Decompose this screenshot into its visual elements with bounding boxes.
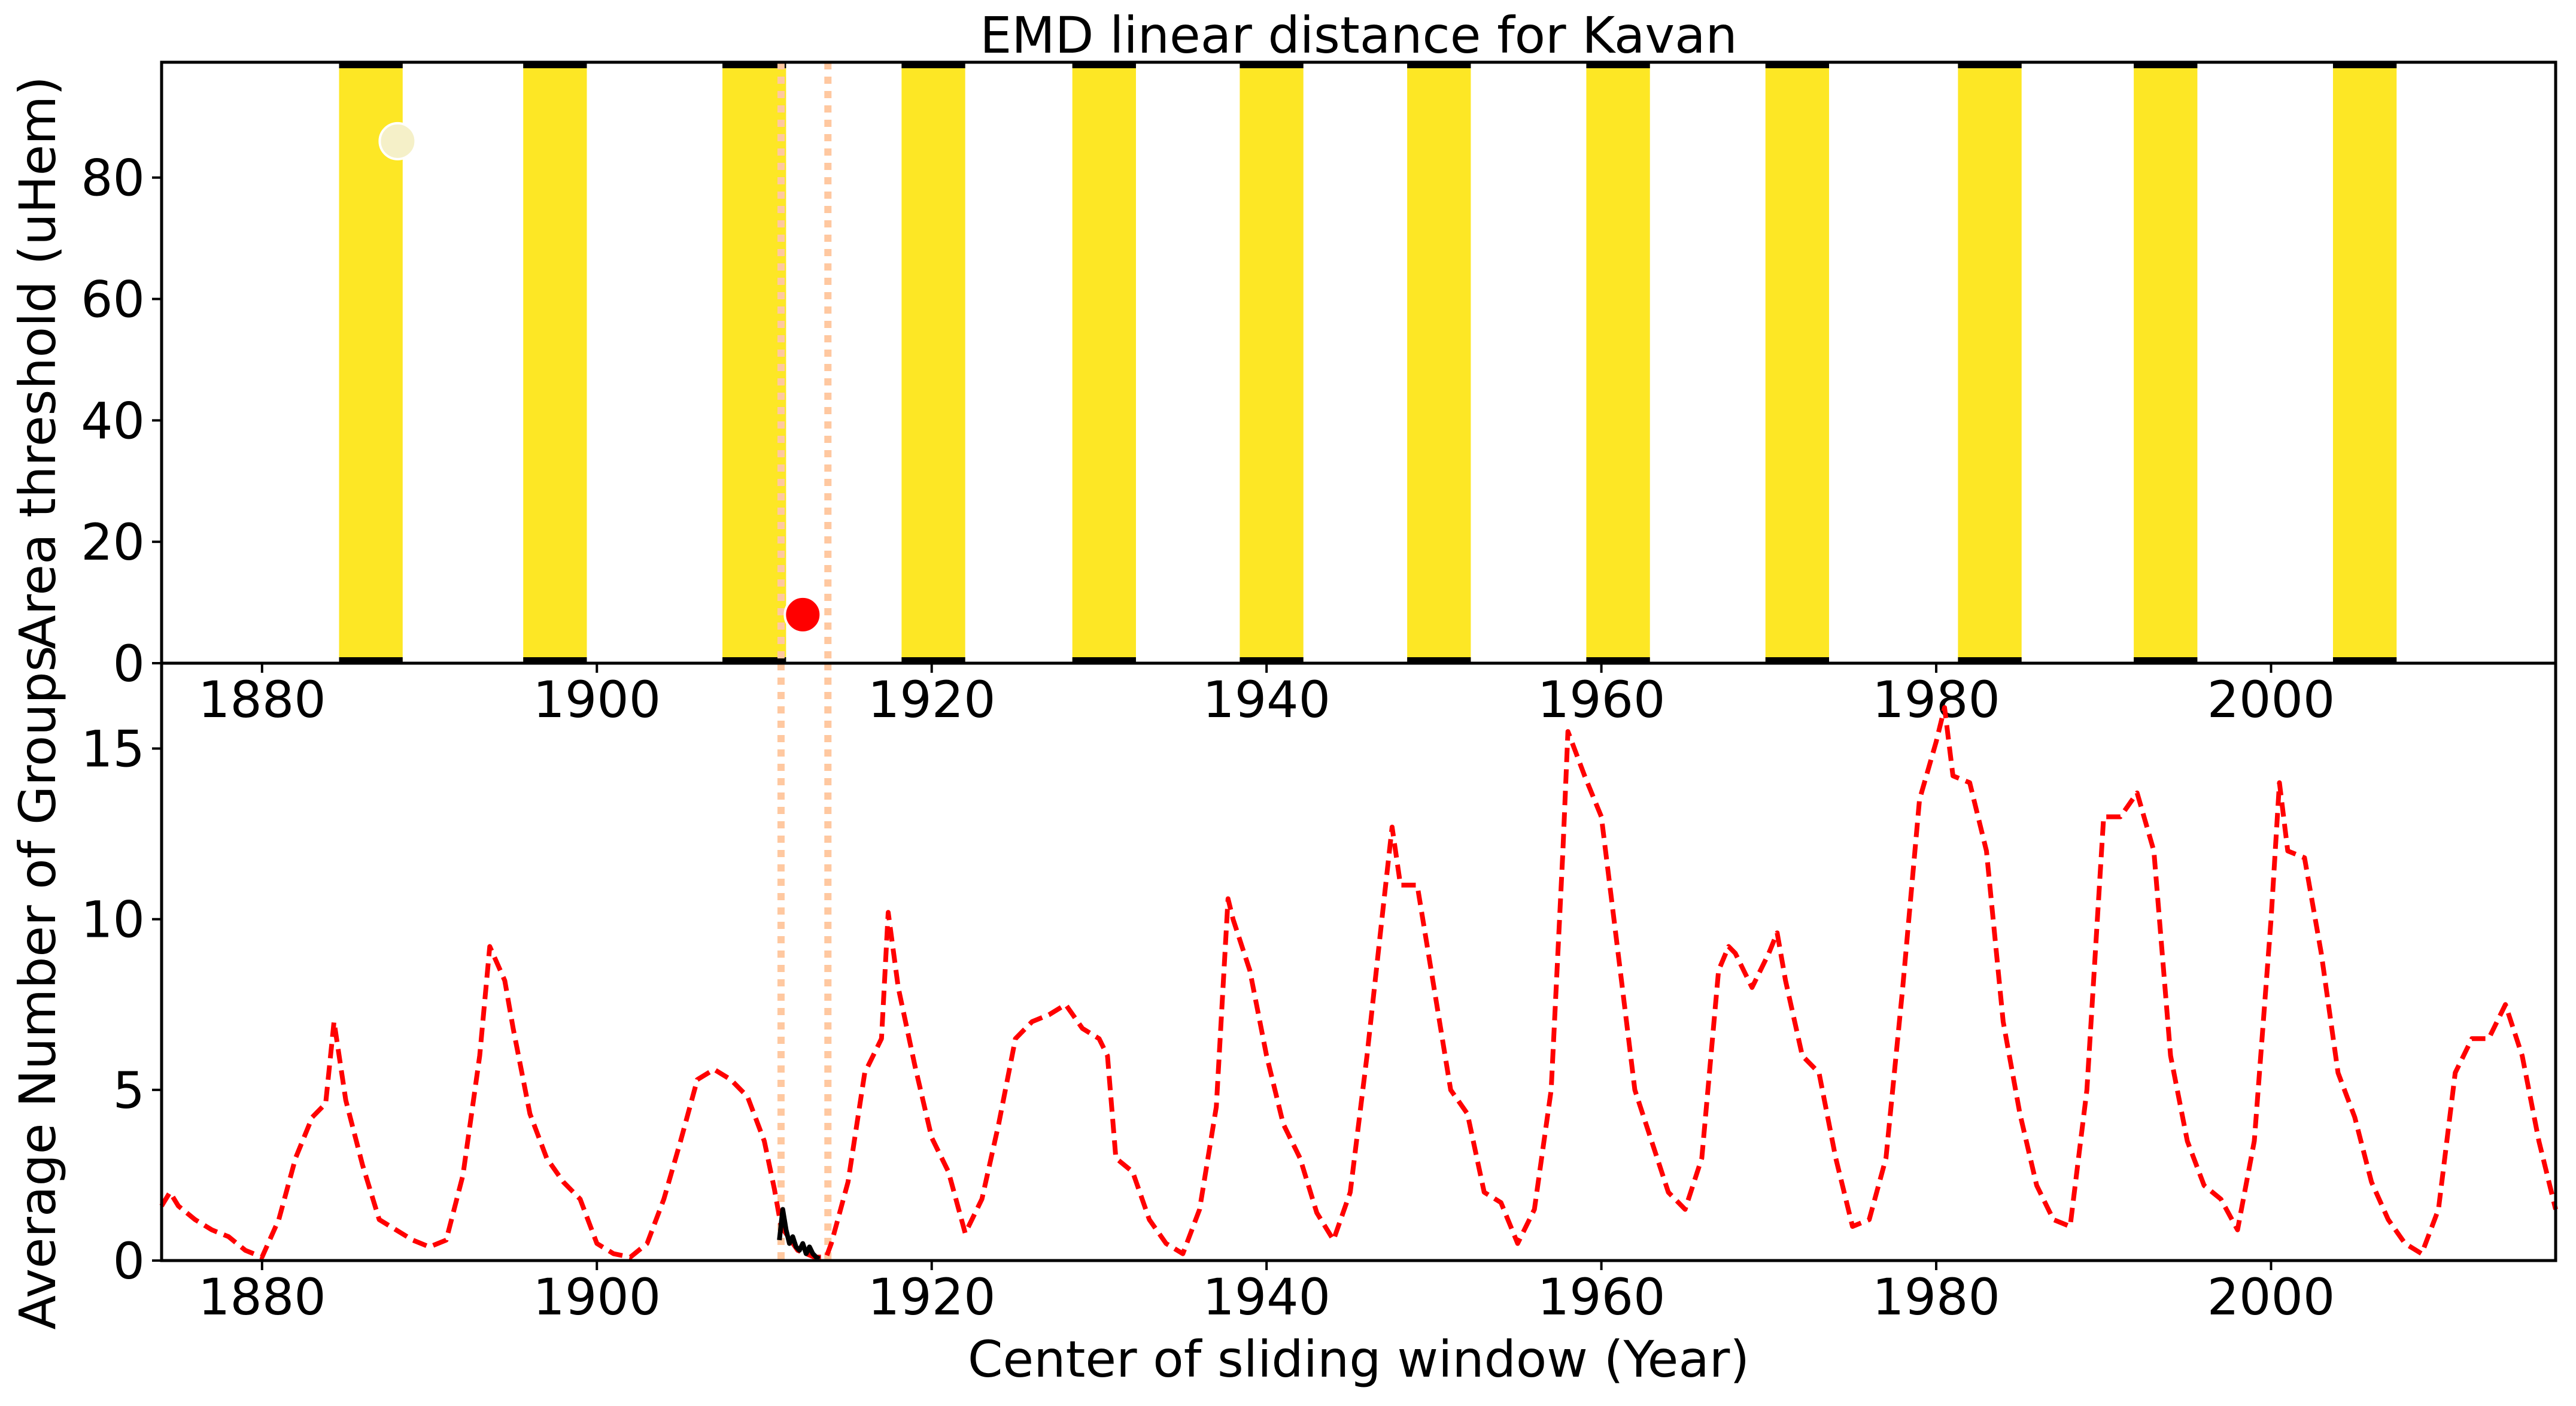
threshold-band-10 bbox=[2134, 62, 2198, 663]
top-x-tick-label-2: 1920 bbox=[868, 670, 996, 729]
bottom-x-tick-label-3: 1940 bbox=[1202, 1268, 1330, 1326]
top-y-tick-label-2: 40 bbox=[81, 391, 145, 450]
threshold-band-2 bbox=[722, 62, 786, 663]
bottom-panel: 0 5 10 15 1880 1900 1920 1940 1960 1980 2000 Cent… bbox=[8, 646, 2558, 1389]
bottom-x-tick-label-4: 1960 bbox=[1538, 1268, 1666, 1326]
bottom-x-tick-label-6: 2000 bbox=[2207, 1268, 2335, 1326]
top-y-tick-label-1: 20 bbox=[81, 513, 145, 572]
top-x-tick-label-0: 1880 bbox=[198, 670, 326, 729]
top-y-axis-label: Area threshold (uHem) bbox=[8, 76, 67, 649]
bottom-y-axis-label: Average Number of Groups bbox=[8, 646, 67, 1330]
bottom-y-ticks: 0 5 10 15 bbox=[81, 720, 162, 1290]
threshold-band-5 bbox=[1240, 62, 1304, 663]
threshold-band-7 bbox=[1586, 62, 1650, 663]
top-y-tick-label-0: 0 bbox=[113, 634, 145, 693]
top-y-ticks: 0 20 40 60 80 bbox=[81, 149, 162, 693]
top-panel: 0 20 40 60 80 1880 1900 1920 1940 1960 1980 2000 E… bbox=[8, 6, 2557, 729]
top-y-tick-label-4: 80 bbox=[81, 149, 145, 208]
top-x-tick-label-1: 1900 bbox=[533, 670, 661, 729]
chart-title: EMD linear distance for Kavan bbox=[980, 6, 1737, 65]
bottom-x-tick-label-1: 1900 bbox=[533, 1268, 661, 1326]
top-bands bbox=[339, 62, 2397, 663]
top-x-tick-label-5: 1980 bbox=[1872, 670, 2000, 729]
bottom-x-axis-label: Center of sliding window (Year) bbox=[968, 1330, 1749, 1389]
bottom-series bbox=[159, 705, 2558, 1261]
threshold-band-4 bbox=[1072, 62, 1136, 663]
bottom-axes-frame bbox=[160, 661, 2557, 1262]
series-line-1 bbox=[777, 1207, 821, 1261]
top-x-tick-label-4: 1960 bbox=[1538, 670, 1666, 729]
bottom-x-ticks: 1880 1900 1920 1940 1960 1980 2000 bbox=[198, 1261, 2335, 1326]
bottom-x-tick-label-0: 1880 bbox=[198, 1268, 326, 1326]
threshold-band-1 bbox=[523, 62, 587, 663]
threshold-band-8 bbox=[1765, 62, 1830, 663]
threshold-band-11 bbox=[2332, 62, 2397, 663]
top-x-ticks: 1880 1900 1920 1940 1960 1980 2000 bbox=[198, 663, 2335, 729]
threshold-band-3 bbox=[901, 62, 965, 663]
top-markers bbox=[378, 122, 822, 634]
threshold-marker-1 bbox=[783, 595, 822, 634]
threshold-band-0 bbox=[339, 62, 403, 663]
threshold-band-9 bbox=[1958, 62, 2022, 663]
threshold-marker-0 bbox=[378, 122, 417, 160]
threshold-band-6 bbox=[1407, 62, 1471, 663]
top-y-tick-label-3: 60 bbox=[81, 271, 145, 329]
bottom-x-tick-label-2: 1920 bbox=[868, 1268, 996, 1326]
top-x-tick-label-3: 1940 bbox=[1202, 670, 1330, 729]
bottom-y-tick-label-0: 0 bbox=[113, 1232, 145, 1290]
bottom-x-tick-label-5: 1980 bbox=[1872, 1268, 2000, 1326]
bottom-y-tick-label-1: 5 bbox=[113, 1061, 145, 1120]
bottom-y-tick-label-2: 10 bbox=[81, 891, 145, 949]
top-x-tick-label-6: 2000 bbox=[2207, 670, 2335, 729]
bottom-y-tick-label-3: 15 bbox=[81, 720, 145, 779]
